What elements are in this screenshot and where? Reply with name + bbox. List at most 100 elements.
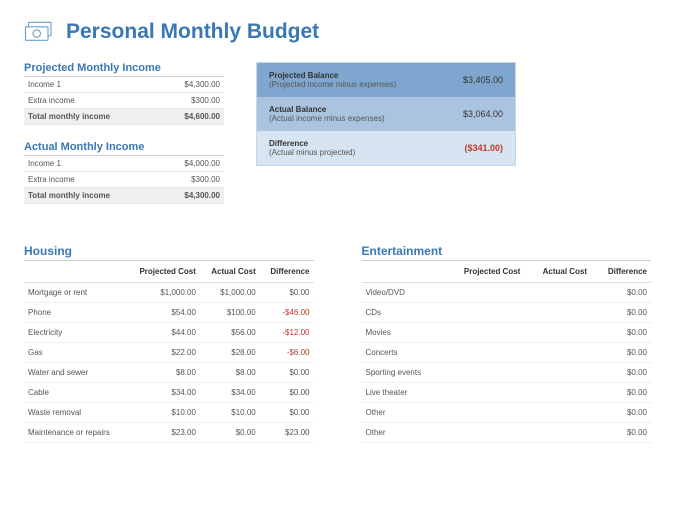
row-difference: $0.00 [591,303,651,323]
col-projected: Projected Cost [126,263,200,283]
balance-value: $3,064.00 [463,109,503,119]
row-label: Electricity [24,323,126,343]
income-row: Income 1$4,000.00 [24,156,224,172]
row-difference: -$12.00 [260,323,314,343]
row-projected [442,383,524,403]
header: Personal Monthly Budget [24,20,651,44]
entertainment-column: Entertainment Projected Cost Actual Cost… [362,244,652,443]
col-label [24,263,126,283]
row-difference: $0.00 [591,283,651,303]
table-header-row: Projected Cost Actual Cost Difference [362,263,652,283]
row-difference: -$46.00 [260,303,314,323]
table-row: Gas$22.00$28.00-$6.00 [24,343,314,363]
entertainment-table: Projected Cost Actual Cost Difference Vi… [362,263,652,443]
row-projected: $34.00 [126,383,200,403]
balance-value: ($341.00) [464,143,503,153]
row-projected [442,423,524,443]
row-label: Maintenance or repairs [24,423,126,443]
row-difference: $0.00 [591,403,651,423]
table-row: Phone$54.00$100.00-$46.00 [24,303,314,323]
income-column: Projected Monthly Income Income 1$4,300.… [24,62,224,220]
row-projected [442,283,524,303]
table-row: Video/DVD$0.00 [362,283,652,303]
row-label: Water and sewer [24,363,126,383]
difference-row: Difference (Actual minus projected) ($34… [257,131,515,165]
row-difference: $0.00 [260,383,314,403]
row-difference: $0.00 [591,423,651,443]
row-projected [442,403,524,423]
col-actual: Actual Cost [200,263,260,283]
income-row: Income 1$4,300.00 [24,77,224,93]
row-projected: $54.00 [126,303,200,323]
table-row: Movies$0.00 [362,323,652,343]
table-row: Water and sewer$8.00$8.00$0.00 [24,363,314,383]
row-actual: $1,000.00 [200,283,260,303]
table-row: Sporting events$0.00 [362,363,652,383]
row-actual: $100.00 [200,303,260,323]
row-label: Mortgage or rent [24,283,126,303]
table-row: Cable$34.00$34.00$0.00 [24,383,314,403]
actual-balance-row: Actual Balance (Actual income minus expe… [257,97,515,131]
row-label: Gas [24,343,126,363]
row-difference: $0.00 [260,283,314,303]
col-difference: Difference [260,263,314,283]
row-label: Cable [24,383,126,403]
table-row: Maintenance or repairs$23.00$0.00$23.00 [24,423,314,443]
table-row: Other $0.00 [362,403,652,423]
row-actual [524,303,591,323]
row-difference: $0.00 [260,403,314,423]
col-difference: Difference [591,263,651,283]
table-row: CDs $0.00 [362,303,652,323]
actual-income-title: Actual Monthly Income [24,141,224,156]
row-difference: $23.00 [260,423,314,443]
row-difference: $0.00 [591,343,651,363]
row-actual [524,363,591,383]
row-projected [442,343,524,363]
balance-label: Projected Balance (Projected income minu… [269,71,396,89]
row-actual: $0.00 [200,423,260,443]
row-projected [442,363,524,383]
balance-box: Projected Balance (Projected income minu… [256,62,516,166]
row-projected: $1,000.00 [126,283,200,303]
row-difference: $0.00 [260,363,314,383]
entertainment-title: Entertainment [362,244,652,261]
balance-label: Difference (Actual minus projected) [269,139,355,157]
row-actual: $8.00 [200,363,260,383]
row-label: Phone [24,303,126,323]
table-row: Live theater $0.00 [362,383,652,403]
row-label: Live theater [362,383,443,403]
col-label [362,263,443,283]
housing-column: Housing Projected Cost Actual Cost Diffe… [24,244,314,443]
actual-income-table: Income 1$4,000.00 Extra income$300.00 To… [24,156,224,204]
row-actual [524,423,591,443]
row-projected: $23.00 [126,423,200,443]
balance-column: Projected Balance (Projected income minu… [256,62,651,220]
categories-section: Housing Projected Cost Actual Cost Diffe… [24,244,651,443]
row-difference: $0.00 [591,383,651,403]
projected-balance-row: Projected Balance (Projected income minu… [257,63,515,97]
row-label: Concerts [362,343,443,363]
balance-label: Actual Balance (Actual income minus expe… [269,105,385,123]
projected-income-block: Projected Monthly Income Income 1$4,300.… [24,62,224,125]
actual-income-block: Actual Monthly Income Income 1$4,000.00 … [24,141,224,204]
row-projected: $10.00 [126,403,200,423]
balance-value: $3,405.00 [463,75,503,85]
row-label: Waste removal [24,403,126,423]
table-header-row: Projected Cost Actual Cost Difference [24,263,314,283]
income-total-row: Total monthly income$4,600.00 [24,109,224,125]
row-actual: $56.00 [200,323,260,343]
row-projected: $8.00 [126,363,200,383]
row-label: Other [362,403,443,423]
row-label: Other [362,423,443,443]
row-projected: $22.00 [126,343,200,363]
row-label: Sporting events [362,363,443,383]
money-icon [24,20,54,44]
table-row: Other $0.00 [362,423,652,443]
row-projected: $44.00 [126,323,200,343]
row-label: CDs [362,303,443,323]
col-actual: Actual Cost [524,263,591,283]
row-difference: -$6.00 [260,343,314,363]
row-actual [524,323,591,343]
row-actual [524,383,591,403]
housing-table: Projected Cost Actual Cost Difference Mo… [24,263,314,443]
